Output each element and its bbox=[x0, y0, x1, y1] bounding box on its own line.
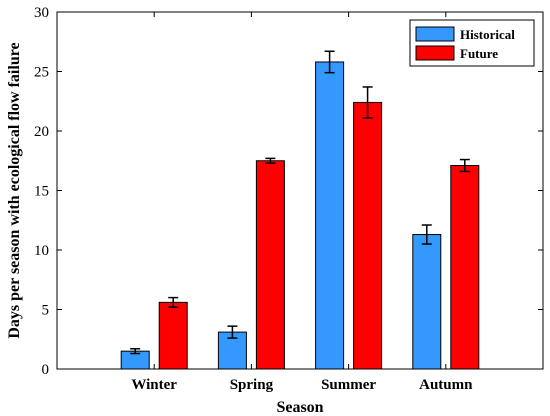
error-bar-historical-spring bbox=[227, 325, 238, 339]
bar-future-winter bbox=[158, 301, 188, 370]
x-axis-title: Season bbox=[276, 399, 323, 416]
y-tick-label: 25 bbox=[34, 65, 49, 81]
bar-future-autumn bbox=[450, 165, 480, 370]
y-tick-label: 5 bbox=[42, 303, 50, 319]
y-tick-label: 30 bbox=[34, 5, 49, 21]
error-bar-future-winter bbox=[168, 296, 179, 308]
bar-future-summer bbox=[353, 101, 383, 370]
bar-historical-autumn bbox=[412, 234, 442, 370]
y-tick-label: 15 bbox=[34, 184, 49, 200]
x-tick-label-autumn: Autumn bbox=[419, 377, 473, 393]
axes-group: 0 5 10 15 20 25 30 Winter Spring Summer Autumn bbox=[34, 5, 544, 393]
legend: Historical Future bbox=[409, 19, 535, 67]
error-bar-historical-winter bbox=[130, 348, 141, 355]
error-bars-group bbox=[130, 50, 470, 355]
error-bar-historical-autumn bbox=[421, 224, 432, 245]
x-tick-label-winter: Winter bbox=[131, 377, 177, 393]
error-bar-historical-summer bbox=[324, 50, 335, 74]
y-tick-label: 0 bbox=[42, 362, 50, 378]
x-tick-label-summer: Summer bbox=[321, 377, 376, 393]
legend-label-historical: Historical bbox=[460, 27, 515, 42]
error-bar-future-autumn bbox=[459, 158, 470, 173]
legend-swatch-historical bbox=[415, 26, 455, 42]
legend-label-future: Future bbox=[460, 46, 498, 61]
bar-future-spring bbox=[255, 160, 285, 370]
error-bar-future-spring bbox=[265, 157, 276, 164]
y-axis-title: Days per season with ecological flow fai… bbox=[6, 42, 23, 338]
y-tick-label: 20 bbox=[34, 124, 49, 140]
y-tick-label: 10 bbox=[34, 243, 49, 259]
x-tick-label-spring: Spring bbox=[230, 377, 274, 393]
bar-historical-summer bbox=[315, 61, 345, 370]
legend-swatch-future bbox=[415, 45, 455, 61]
error-bar-future-summer bbox=[362, 86, 373, 119]
